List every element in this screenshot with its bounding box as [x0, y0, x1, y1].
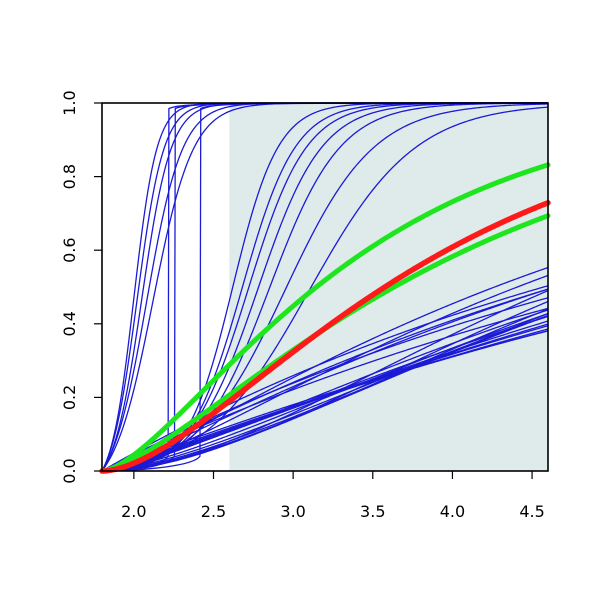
blue-series-line	[101, 106, 549, 472]
x-tick-label: 2.0	[121, 502, 146, 521]
y-tick-label: 1.0	[60, 90, 79, 115]
blue-series-line	[101, 313, 549, 472]
x-tick-label: 2.5	[201, 502, 226, 521]
x-tick-label: 4.0	[440, 502, 465, 521]
y-tick-label: 0.4	[60, 311, 79, 336]
blue-series-line	[101, 102, 549, 472]
y-tick-label: 0.0	[60, 458, 79, 483]
y-tick-label: 0.8	[60, 164, 79, 189]
blue-series-line	[101, 288, 549, 472]
x-tick-label: 3.0	[280, 502, 305, 521]
y-tick-label: 0.2	[60, 385, 79, 410]
green-series-line	[99, 162, 551, 474]
y-tick-label: 0.6	[60, 237, 79, 262]
axis-layer: 2.0 2.5 3.0 3.5 4.0 4.5 0.0 0.2 0.4 0.6 0.8 1.0	[60, 90, 549, 521]
x-tick-label: 3.5	[360, 502, 385, 521]
red-series-line	[99, 200, 551, 474]
x-tick-label: 4.5	[519, 502, 544, 521]
highlight-series-layer	[99, 162, 551, 474]
plot-frame	[101, 102, 549, 472]
blue-series-line	[101, 315, 549, 472]
blue-series-line	[101, 103, 549, 472]
